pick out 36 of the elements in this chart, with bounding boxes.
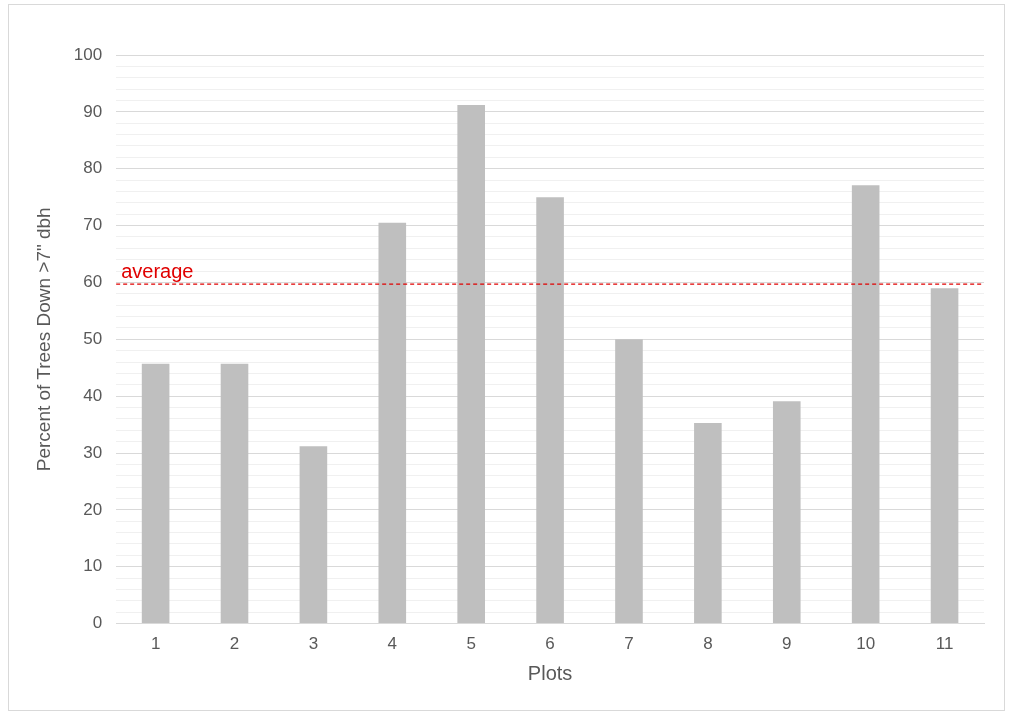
x-tick-label: 6: [545, 634, 555, 654]
y-tick-label: 100: [73, 44, 103, 64]
x-tick-label: 4: [387, 634, 398, 654]
y-tick-label: 20: [83, 499, 103, 519]
y-tick-label: 80: [83, 158, 103, 178]
y-tick-label: 40: [83, 385, 103, 405]
y-tick-label: 50: [83, 328, 103, 348]
bar: [299, 446, 328, 624]
x-tick-label: 2: [229, 634, 240, 654]
x-tick-label: 3: [308, 634, 319, 654]
y-tick-label: 10: [83, 556, 103, 576]
bar: [220, 363, 249, 624]
x-tick-label: 11: [935, 634, 954, 654]
bar: [141, 363, 170, 624]
y-tick-label: 60: [83, 272, 103, 292]
x-tick-label: 5: [466, 634, 476, 654]
bar: [615, 339, 643, 624]
bar: [694, 422, 722, 624]
x-tick-label: 1: [150, 634, 161, 654]
y-tick-label: 70: [83, 215, 103, 235]
y-axis-title: Percent of Trees Down >7" dbh: [32, 207, 54, 472]
bar: [930, 288, 959, 624]
x-tick-label: 9: [782, 634, 792, 654]
x-tick-label: 7: [624, 634, 634, 654]
x-axis-title: Plots: [527, 661, 573, 684]
bar: [378, 222, 407, 624]
bar: [772, 401, 801, 624]
bar: [457, 105, 485, 624]
ref-line-label: average: [121, 259, 194, 282]
x-tick-label: 8: [703, 634, 713, 654]
bar: [536, 197, 564, 624]
bar: [851, 185, 880, 624]
y-tick-label: 90: [83, 101, 103, 121]
y-tick-label: 30: [83, 442, 103, 462]
y-tick-label: 0: [92, 613, 103, 633]
x-tick-label: 10: [856, 634, 876, 654]
